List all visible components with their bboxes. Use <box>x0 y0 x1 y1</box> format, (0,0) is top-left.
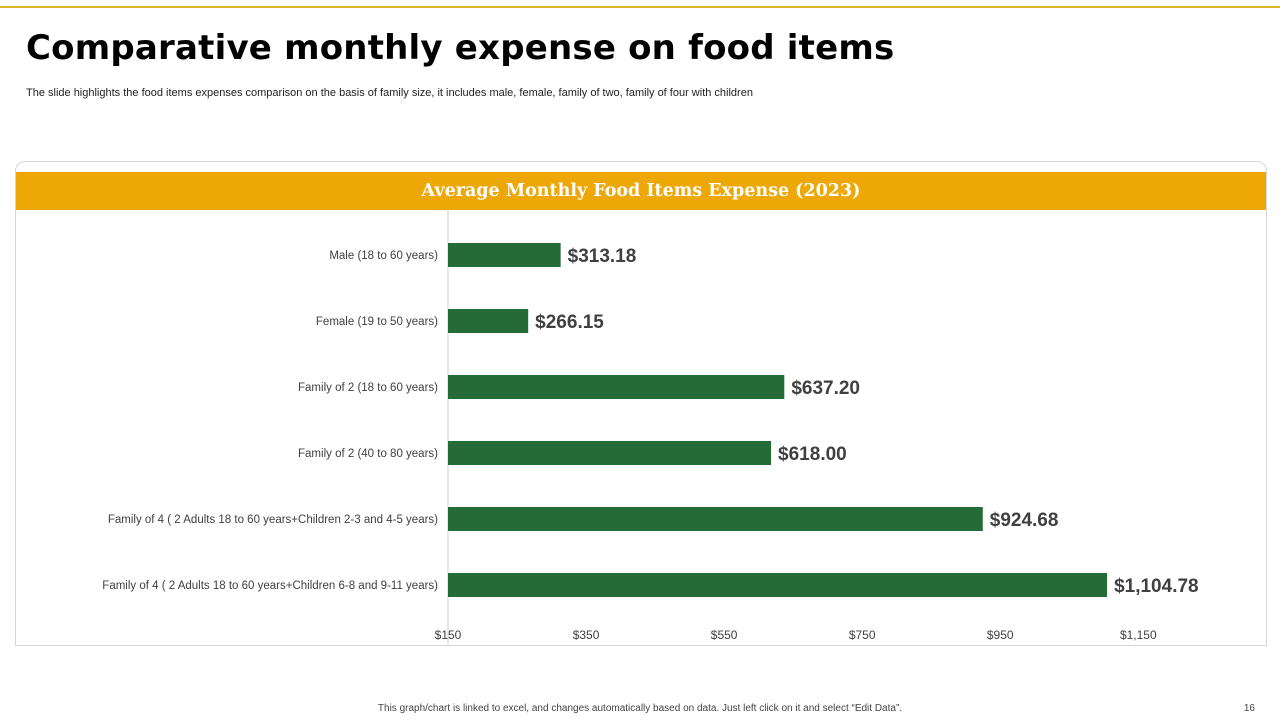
x-tick-label-4: $750 <box>849 628 876 642</box>
bar-3[interactable] <box>448 375 785 399</box>
x-tick-label-3: $550 <box>711 628 738 642</box>
x-tick-label-5: $950 <box>987 628 1014 642</box>
page-number: 16 <box>1243 703 1255 714</box>
bar-6[interactable] <box>448 573 1108 597</box>
slide-subtitle: The slide highlights the food items expe… <box>26 87 753 99</box>
chart-panel[interactable]: Average Monthly Food Items Expense (2023… <box>15 161 1267 646</box>
category-label-4: Family of 2 (40 to 80 years) <box>298 448 438 460</box>
data-label-1: $313.18 <box>568 246 637 267</box>
x-tick-label-2: $350 <box>573 628 600 642</box>
data-label-2: $266.15 <box>535 312 604 333</box>
data-label-5: $924.68 <box>990 510 1059 531</box>
slide-title: Comparative monthly expense on food item… <box>26 28 895 68</box>
category-label-2: Female (19 to 50 years) <box>316 316 438 328</box>
bar-5[interactable] <box>448 507 983 531</box>
chart-title: Average Monthly Food Items Expense (2023… <box>421 181 861 201</box>
data-label-4: $618.00 <box>778 444 847 465</box>
footer-note: This graph/chart is linked to excel, and… <box>377 703 903 714</box>
category-label-5: Family of 4 ( 2 Adults 18 to 60 years+Ch… <box>108 514 438 526</box>
data-label-6: $1,104.78 <box>1114 576 1199 597</box>
top-accent-rule <box>0 6 1280 8</box>
x-tick-label-1: $150 <box>435 628 462 642</box>
data-label-3: $637.20 <box>791 378 860 399</box>
bar-1[interactable] <box>448 243 561 267</box>
x-tick-label-6: $1,150 <box>1120 628 1157 642</box>
category-label-3: Family of 2 (18 to 60 years) <box>298 382 438 394</box>
bar-4[interactable] <box>448 441 772 465</box>
category-label-1: Male (18 to 60 years) <box>329 250 438 262</box>
bar-chart[interactable]: Male (18 to 60 years) $313.18 Female (19 t… <box>16 162 1266 645</box>
bar-2[interactable] <box>448 309 529 333</box>
category-label-6: Family of 4 ( 2 Adults 18 to 60 years+Ch… <box>102 580 438 592</box>
chart-title-banner: Average Monthly Food Items Expense (2023… <box>16 172 1266 210</box>
